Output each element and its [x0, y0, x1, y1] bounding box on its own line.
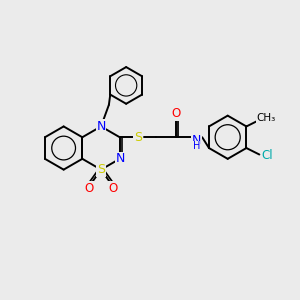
Text: CH₃: CH₃ [256, 113, 276, 123]
Text: S: S [134, 131, 142, 144]
Text: S: S [97, 163, 105, 176]
Text: Cl: Cl [261, 149, 273, 162]
Text: N: N [192, 134, 201, 147]
Text: N: N [96, 120, 106, 133]
Text: O: O [171, 107, 181, 121]
Text: O: O [108, 182, 117, 195]
Text: H: H [193, 141, 200, 151]
Text: N: N [116, 152, 125, 165]
Text: O: O [85, 182, 94, 195]
